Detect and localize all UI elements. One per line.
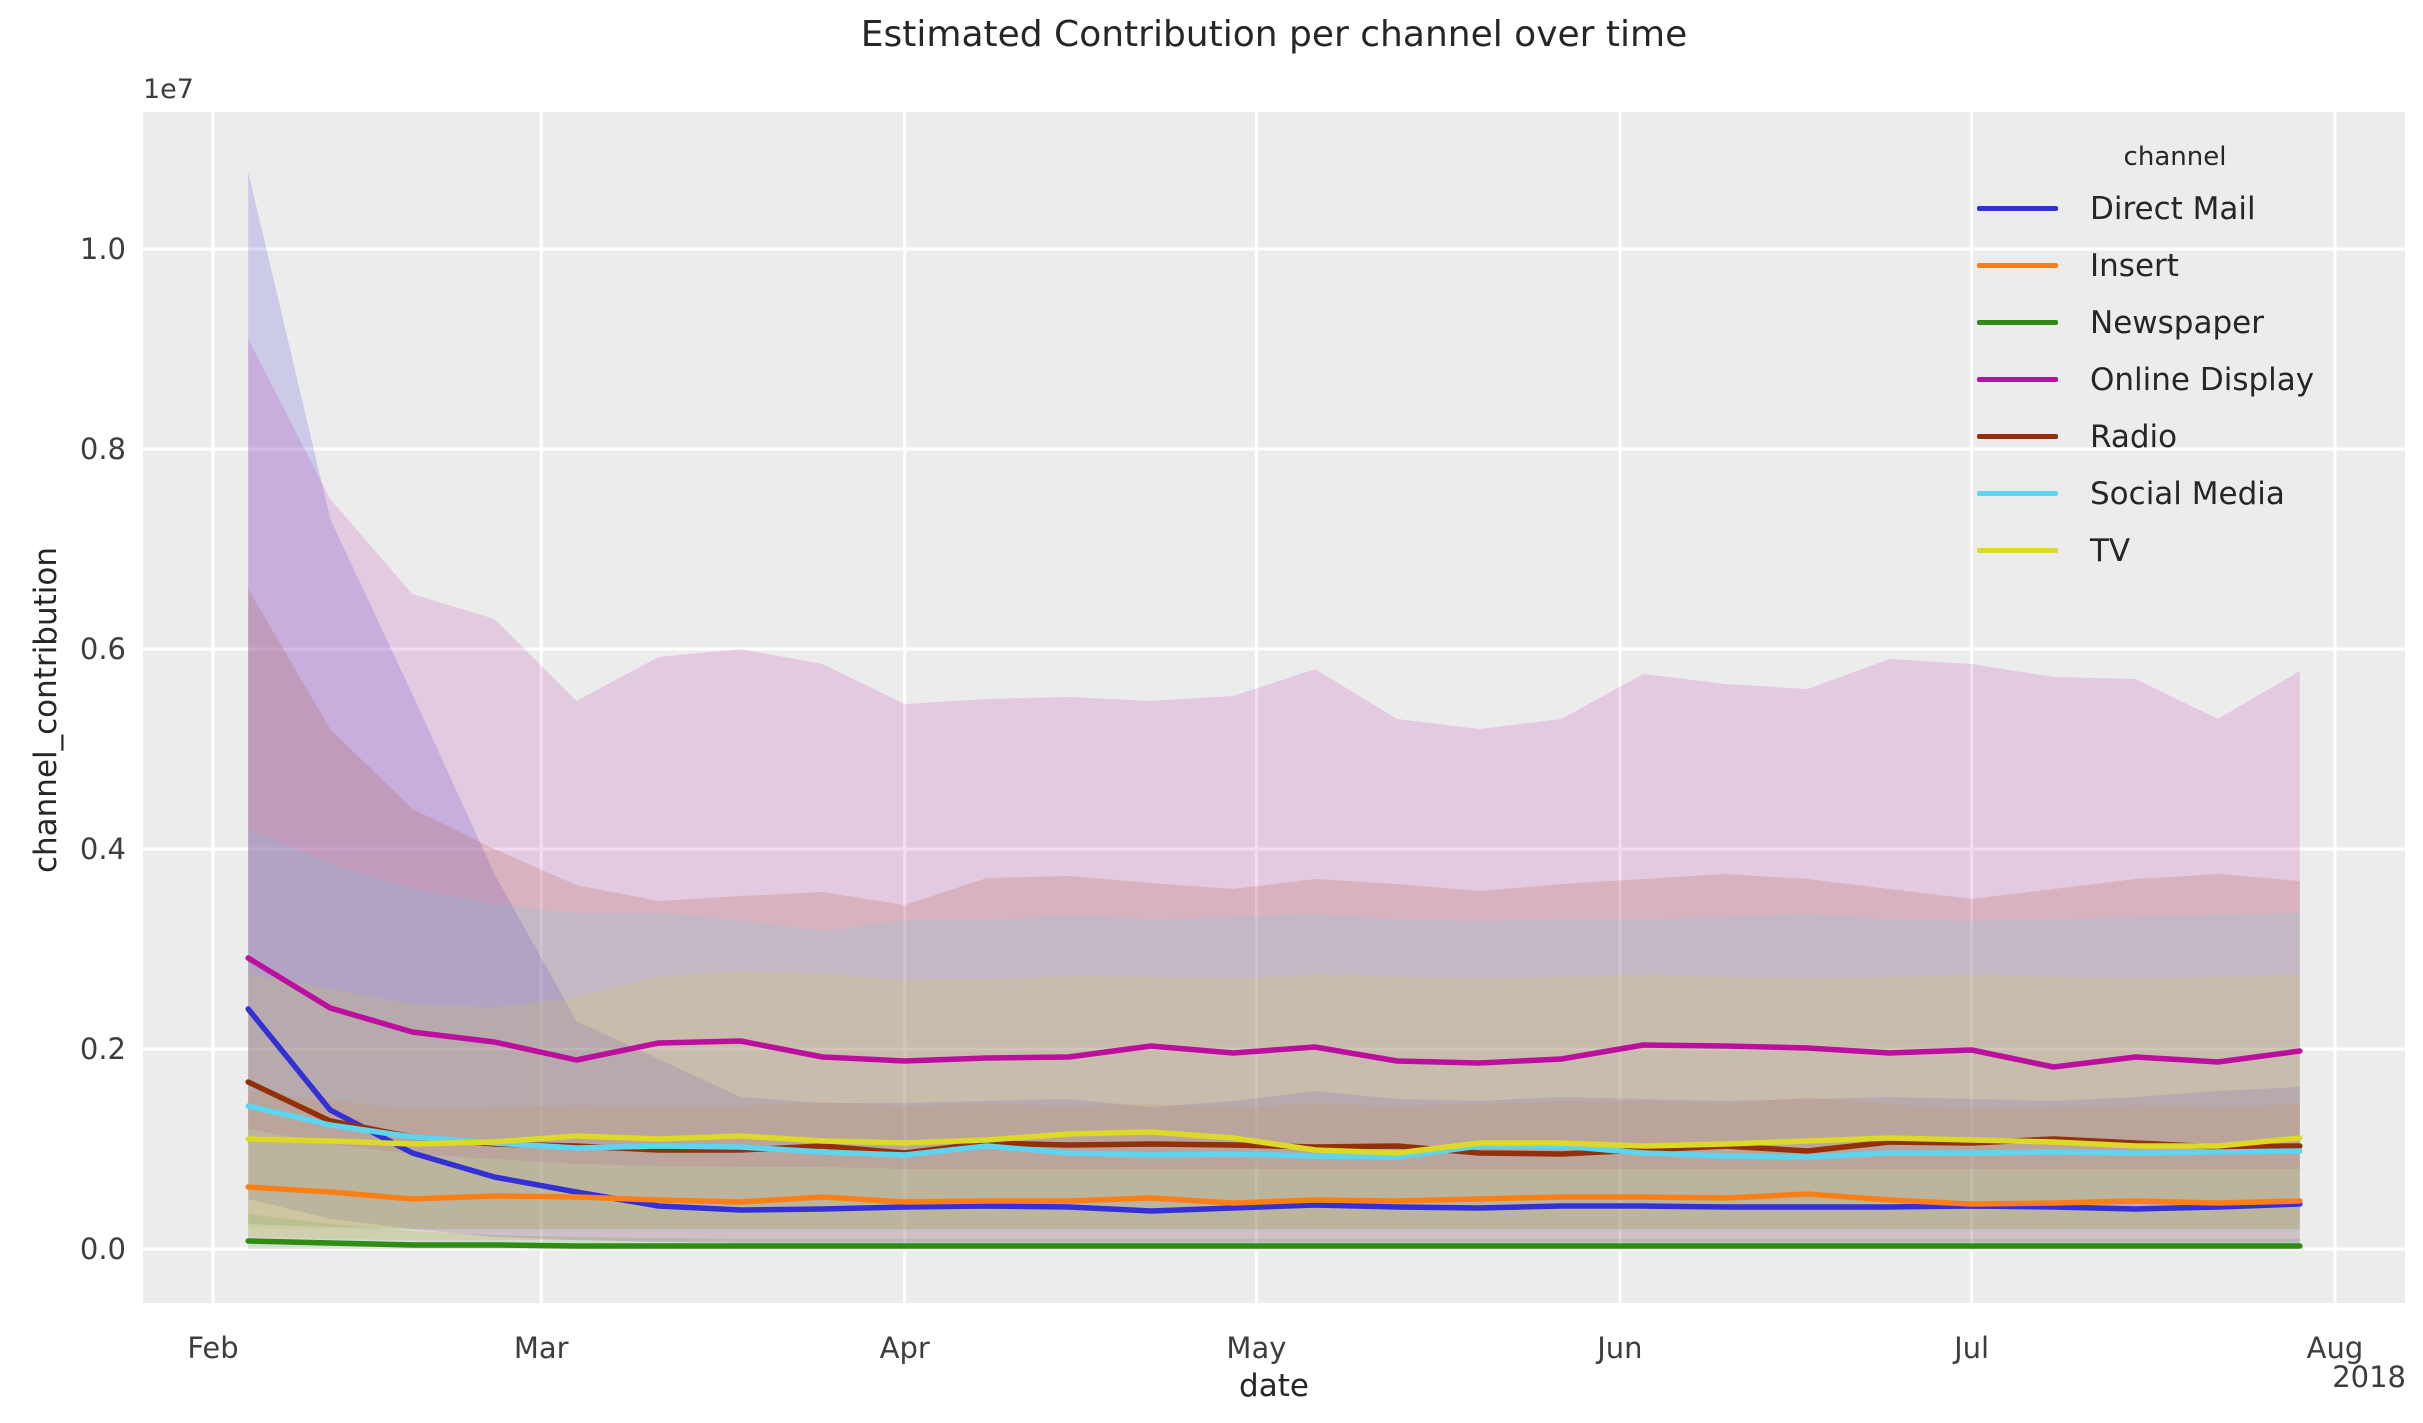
band-online-display [248,339,2300,1169]
x-tick-label: Aug [2307,1331,2364,1365]
legend-item-label: Newspaper [2090,304,2264,341]
band-direct-mail [248,172,2300,1243]
legend: channel Direct Mail Insert Newspaper Online… [1965,140,2385,579]
legend-swatch-direct-mail [1977,206,2058,211]
band-radio [248,589,2300,1229]
legend-item-label: Social Media [2090,475,2285,512]
y-tick-label: 1.0 [80,232,126,266]
x-axis-year-label: 2018 [2332,1360,2406,1394]
y-tick-label: 0.6 [80,632,126,666]
legend-item-label: TV [2090,532,2131,569]
band-social-media [248,829,2300,1231]
legend-item-insert: Insert [1965,237,2385,294]
legend-item-label: Online Display [2090,361,2315,398]
x-tick-label: Jul [1952,1331,1989,1365]
plot-area [143,112,2405,1303]
y-tick-label: 0.4 [80,832,126,866]
legend-item-online-display: Online Display [1965,351,2385,408]
line-social-media [245,1103,2303,1160]
legend-swatch-insert [1977,263,2058,268]
legend-item-label: Radio [2090,418,2178,455]
x-axis-label: date [1239,1368,1309,1404]
legend-item-label: Direct Mail [2090,190,2256,227]
legend-swatch-radio [1977,434,2058,439]
band-newspaper [248,1214,2300,1249]
y-tick-label: 0.8 [80,432,126,466]
x-tick-label: Jun [1595,1331,1642,1365]
legend-item-newspaper: Newspaper [1965,294,2385,351]
legend-swatch-newspaper [1977,320,2058,325]
x-tick-label: Mar [514,1331,569,1365]
line-direct-mail [245,1006,2303,1214]
legend-item-label: Insert [2090,247,2179,284]
band-tv [248,971,2300,1229]
legend-swatch-social-media [1977,491,2058,496]
legend-item-radio: Radio [1965,408,2385,465]
line-newspaper [245,1238,2303,1249]
y-axis-offset-label: 1e7 [143,74,194,105]
x-tick-label: Feb [187,1331,238,1365]
line-insert [245,1184,2303,1207]
y-tick-label: 0.0 [80,1232,126,1266]
legend-item-tv: TV [1965,522,2385,579]
chart-title: Estimated Contribution per channel over … [860,14,1688,55]
legend-items: Direct Mail Insert Newspaper Online Display… [1965,180,2385,579]
legend-swatch-online-display [1977,377,2058,382]
legend-swatch-tv [1977,548,2058,553]
line-tv [245,1129,2303,1156]
legend-item-direct-mail: Direct Mail [1965,180,2385,237]
y-axis-label: channel_contribution [28,546,64,874]
x-tick-label: May [1226,1331,1286,1365]
legend-title: channel [2123,142,2227,172]
legend-item-social-media: Social Media [1965,465,2385,522]
x-tick-label: Apr [880,1331,930,1365]
line-online-display [245,955,2303,1070]
y-tick-label: 0.2 [80,1032,126,1066]
